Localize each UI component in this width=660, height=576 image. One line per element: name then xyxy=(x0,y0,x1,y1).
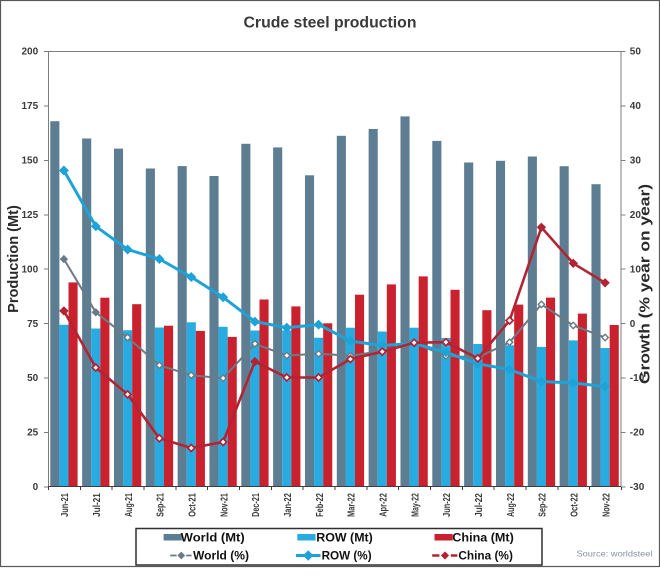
svg-text:Jun-22: Jun-22 xyxy=(442,493,453,517)
svg-text:-30: -30 xyxy=(630,482,645,493)
svg-text:Aug-22: Aug-22 xyxy=(506,493,517,517)
svg-text:Crude steel production: Crude steel production xyxy=(244,15,417,32)
svg-text:25: 25 xyxy=(27,428,39,439)
svg-text:10: 10 xyxy=(630,264,642,275)
svg-text:Oct-22: Oct-22 xyxy=(570,493,581,517)
svg-text:Nov-22: Nov-22 xyxy=(601,493,612,517)
svg-text:Sep-22: Sep-22 xyxy=(538,493,549,517)
svg-text:0: 0 xyxy=(33,482,39,493)
svg-text:30: 30 xyxy=(630,156,642,167)
svg-text:China (%): China (%) xyxy=(458,548,513,562)
svg-text:200: 200 xyxy=(22,47,39,58)
svg-text:Mar-22: Mar-22 xyxy=(347,493,358,517)
svg-text:40: 40 xyxy=(630,101,642,112)
svg-text:75: 75 xyxy=(27,319,39,330)
svg-text:-10: -10 xyxy=(630,373,645,384)
svg-text:Jul-21: Jul-21 xyxy=(92,493,103,517)
svg-text:China (Mt): China (Mt) xyxy=(452,530,514,544)
svg-text:Production (Mt): Production (Mt) xyxy=(6,205,22,313)
svg-text:-20: -20 xyxy=(630,428,645,439)
svg-text:World (%): World (%) xyxy=(193,548,249,562)
svg-text:Jul-22: Jul-22 xyxy=(474,493,485,517)
svg-text:Dec-21: Dec-21 xyxy=(251,493,262,517)
svg-text:50: 50 xyxy=(630,47,642,58)
svg-text:World (Mt): World (Mt) xyxy=(181,530,245,544)
svg-text:Jan-22: Jan-22 xyxy=(283,493,294,517)
svg-text:ROW (%): ROW (%) xyxy=(322,548,372,562)
svg-text:Sep-21: Sep-21 xyxy=(156,493,167,517)
svg-text:175: 175 xyxy=(22,101,39,112)
svg-text:Aug-21: Aug-21 xyxy=(124,493,135,517)
svg-text:Oct-21: Oct-21 xyxy=(187,493,198,517)
svg-text:100: 100 xyxy=(22,264,39,275)
svg-text:Growth (% year on year): Growth (% year on year) xyxy=(638,184,654,384)
svg-text:Jun-21: Jun-21 xyxy=(60,493,71,517)
svg-text:May-22: May-22 xyxy=(410,493,421,517)
svg-text:20: 20 xyxy=(630,210,642,221)
svg-text:125: 125 xyxy=(22,210,39,221)
svg-text:50: 50 xyxy=(27,373,39,384)
svg-text:Apr-22: Apr-22 xyxy=(378,493,389,517)
svg-text:150: 150 xyxy=(22,156,39,167)
svg-text:Source: worldsteel: Source: worldsteel xyxy=(577,550,653,559)
svg-text:Nov-21: Nov-21 xyxy=(219,493,230,517)
svg-text:0: 0 xyxy=(630,319,636,330)
svg-text:Feb-22: Feb-22 xyxy=(315,493,326,517)
svg-text:ROW (Mt): ROW (Mt) xyxy=(316,530,373,544)
